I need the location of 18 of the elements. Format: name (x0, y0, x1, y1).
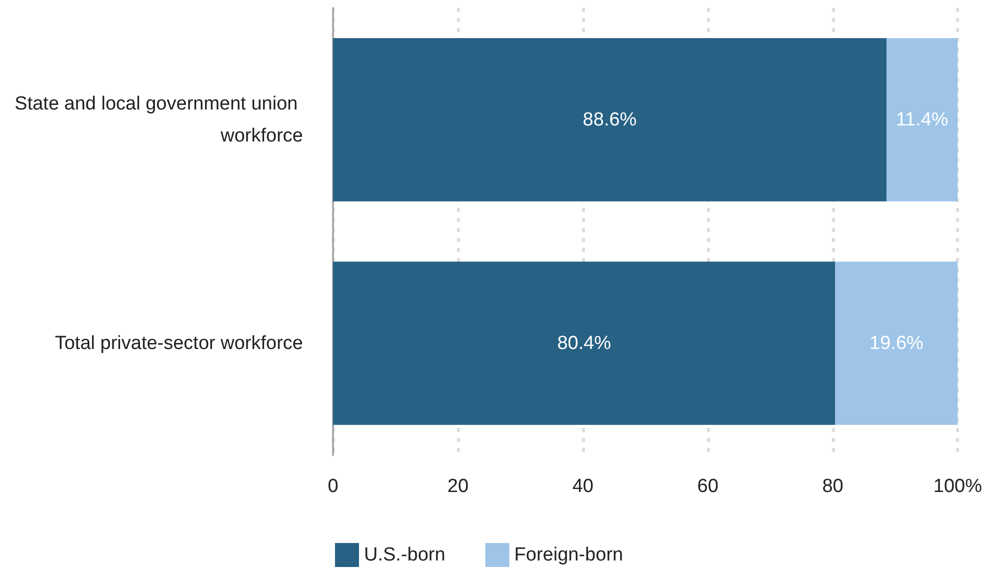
data-label: 80.4% (557, 332, 612, 354)
x-tick-label: 40 (572, 476, 594, 497)
data-label: 11.4% (896, 109, 948, 130)
bar (333, 262, 836, 425)
legend-label: Foreign-born (514, 544, 624, 566)
x-tick-label: 60 (697, 476, 718, 497)
bar (333, 38, 886, 202)
bar (886, 38, 958, 202)
data-label: 88.6% (582, 109, 637, 130)
legend-label: U.S.-born (364, 544, 446, 566)
y-tick-label: Total private-sector workforce (54, 332, 303, 354)
y-tick-label: State and local government union workforce (14, 93, 303, 146)
data-label: 19.6% (870, 332, 924, 354)
x-tick-label: 100% (933, 476, 982, 497)
x-tick-label: 80 (822, 476, 844, 497)
bar (835, 262, 958, 425)
x-tick-label: 0 (328, 476, 338, 497)
x-tick-label: 20 (447, 476, 469, 497)
